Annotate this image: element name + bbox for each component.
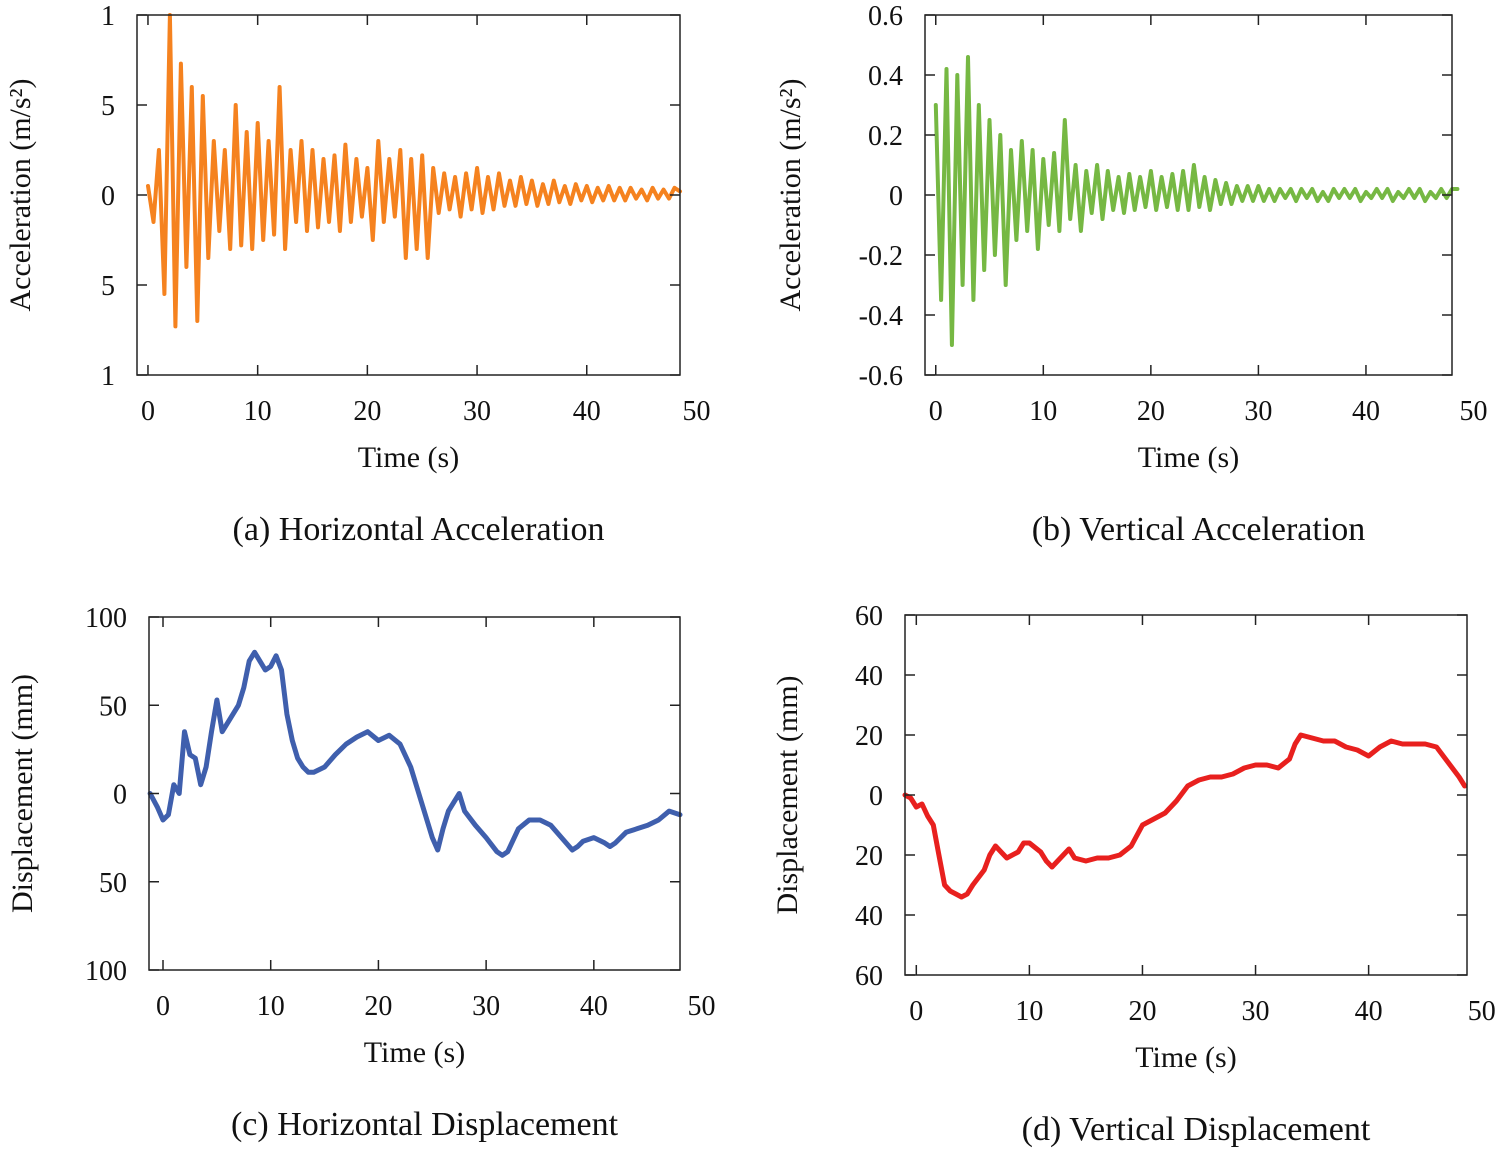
x-tick-label: 20 bbox=[1137, 396, 1165, 427]
y-tick-label: 60 bbox=[855, 961, 883, 992]
subplot-caption: (b) Vertical Acceleration bbox=[1032, 511, 1366, 548]
axes-box bbox=[148, 616, 681, 971]
x-tick-label: 30 bbox=[463, 396, 491, 427]
x-axis-label: Time (s) bbox=[358, 441, 459, 474]
x-tick-label: 40 bbox=[580, 991, 608, 1022]
subplot-caption: (d) Vertical Displacement bbox=[1022, 1111, 1371, 1148]
data-line bbox=[933, 55, 1460, 347]
x-tick-label: 50 bbox=[682, 396, 710, 427]
y-tick-label: 0 bbox=[889, 181, 903, 212]
y-tick-label: 20 bbox=[855, 841, 883, 872]
x-tick-label: 20 bbox=[364, 991, 392, 1022]
subplot: 0 10 20 30 40 50 60 40 20 0 20 40 60 Time (s) Displace… bbox=[771, 601, 1496, 1148]
x-tick-label: 40 bbox=[1352, 396, 1380, 427]
data-line bbox=[902, 732, 1468, 900]
y-tick-label: 0 bbox=[101, 181, 115, 212]
y-tick-label: 40 bbox=[855, 661, 883, 692]
x-tick-label: 0 bbox=[141, 396, 155, 427]
y-tick-label: 0.2 bbox=[868, 121, 903, 152]
subplot-caption: (c) Horizontal Displacement bbox=[231, 1106, 619, 1143]
x-tick-label: 10 bbox=[1015, 996, 1043, 1027]
y-axis-label: Acceleration (m/s²) bbox=[4, 78, 37, 311]
y-tick-label: -0.2 bbox=[859, 241, 903, 272]
axes-box bbox=[904, 614, 1468, 976]
x-tick-label: 10 bbox=[1029, 396, 1057, 427]
y-axis-label: Acceleration (m/s²) bbox=[774, 78, 807, 311]
y-tick-label: 0.6 bbox=[868, 1, 903, 32]
y-tick-label: 100 bbox=[85, 956, 127, 987]
data-line bbox=[147, 649, 683, 858]
y-tick-label: 40 bbox=[855, 901, 883, 932]
x-tick-label: 30 bbox=[1242, 996, 1270, 1027]
y-axis-label: Displacement (mm) bbox=[771, 675, 804, 914]
x-tick-label: 10 bbox=[244, 396, 272, 427]
x-axis-label: Time (s) bbox=[1138, 441, 1239, 474]
x-tick-label: 30 bbox=[1244, 396, 1272, 427]
y-tick-label: 0.4 bbox=[868, 61, 903, 92]
x-tick-label: 50 bbox=[1468, 996, 1496, 1027]
y-axis-label: Displacement (mm) bbox=[6, 674, 39, 913]
y-tick-label: 1 bbox=[101, 361, 115, 392]
y-tick-label: -0.6 bbox=[859, 361, 903, 392]
y-tick-label: 0 bbox=[869, 781, 883, 812]
x-axis-label: Time (s) bbox=[364, 1036, 465, 1069]
x-axis-label: Time (s) bbox=[1135, 1041, 1236, 1074]
x-tick-label: 0 bbox=[156, 991, 170, 1022]
y-tick-label: 1 bbox=[101, 1, 115, 32]
y-tick-label: 5 bbox=[101, 91, 115, 122]
subplot-caption: (a) Horizontal Acceleration bbox=[233, 511, 605, 548]
x-tick-label: 50 bbox=[1460, 396, 1488, 427]
x-tick-label: 20 bbox=[353, 396, 381, 427]
y-tick-label: 20 bbox=[855, 721, 883, 752]
x-tick-label: 50 bbox=[688, 991, 716, 1022]
x-tick-label: 0 bbox=[929, 396, 943, 427]
x-tick-label: 20 bbox=[1128, 996, 1156, 1027]
y-tick-label: 50 bbox=[99, 868, 127, 899]
y-tick-label: 60 bbox=[855, 601, 883, 632]
subplot: 0 10 20 30 40 50 100 50 0 50 100 Time (s) Displaceme… bbox=[6, 603, 716, 1143]
x-tick-label: 10 bbox=[257, 991, 285, 1022]
subplot: 0 10 20 30 40 50 -0.6 -0.4 -0.2 0 0.2 0.4 0.6 Time (s… bbox=[774, 1, 1488, 548]
y-tick-label: 100 bbox=[85, 603, 127, 634]
x-tick-label: 0 bbox=[909, 996, 923, 1027]
x-tick-label: 30 bbox=[472, 991, 500, 1022]
y-tick-label: 0 bbox=[113, 780, 127, 811]
x-tick-label: 40 bbox=[573, 396, 601, 427]
y-tick-label: 5 bbox=[101, 271, 115, 302]
y-tick-label: -0.4 bbox=[859, 301, 903, 332]
y-tick-label: 50 bbox=[99, 691, 127, 722]
x-tick-label: 40 bbox=[1355, 996, 1383, 1027]
data-line bbox=[146, 13, 682, 329]
